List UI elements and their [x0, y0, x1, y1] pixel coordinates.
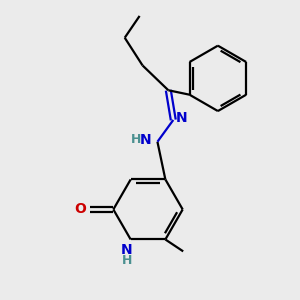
Text: O: O	[75, 202, 87, 216]
Text: N: N	[121, 243, 133, 257]
Text: H: H	[130, 133, 141, 146]
Text: N: N	[176, 111, 187, 125]
Text: H: H	[122, 254, 132, 267]
Text: N: N	[140, 133, 152, 147]
